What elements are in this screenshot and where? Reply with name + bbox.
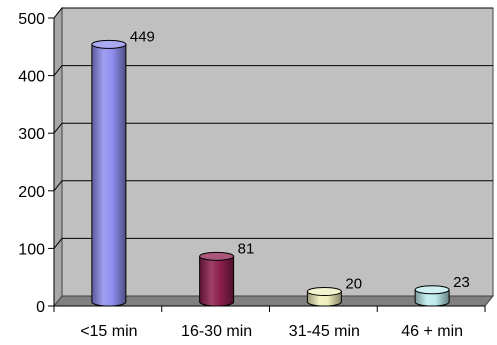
bars [91, 39, 450, 307]
x-tick-label: <15 min [80, 323, 137, 340]
x-tick-label: 16-30 min [181, 323, 252, 340]
back-wall [61, 7, 494, 297]
bar-top [306, 286, 342, 296]
gridline [53, 122, 493, 134]
y-tick-label: 200 [18, 184, 45, 201]
x-tick-label: 46 + min [401, 323, 463, 340]
bar-1 [91, 39, 127, 307]
bar-2 [199, 251, 235, 307]
bar-top [199, 251, 235, 261]
side-wall [53, 6, 63, 308]
x-axis-ticks: <15 min 16-30 min 31-45 min 46 + min [53, 306, 486, 340]
gridline [53, 180, 493, 192]
y-tick-label: 0 [36, 299, 45, 316]
bar-body [199, 255, 235, 307]
bar-top [414, 285, 450, 295]
y-tick-label: 500 [18, 11, 45, 28]
data-label: 449 [130, 28, 155, 45]
y-axis-ticks: 0 100 200 300 400 500 [18, 11, 54, 316]
y-tick-label: 300 [18, 126, 45, 143]
y-tick-label: 400 [18, 69, 45, 86]
bar-body [414, 289, 450, 307]
bar-top [91, 39, 127, 49]
data-labels: 449 81 20 23 [130, 28, 470, 292]
data-label: 23 [453, 274, 470, 291]
gridlines [53, 7, 493, 249]
bar-4 [414, 285, 450, 307]
data-label: 20 [345, 275, 362, 292]
gridline [53, 237, 493, 249]
gridline [53, 7, 493, 19]
x-tick-label: 31-45 min [289, 323, 360, 340]
data-label: 81 [238, 240, 255, 257]
bar-body [91, 43, 127, 307]
bar-3 [306, 286, 342, 307]
y-tick-label: 100 [18, 241, 45, 258]
gridline [53, 65, 493, 76]
